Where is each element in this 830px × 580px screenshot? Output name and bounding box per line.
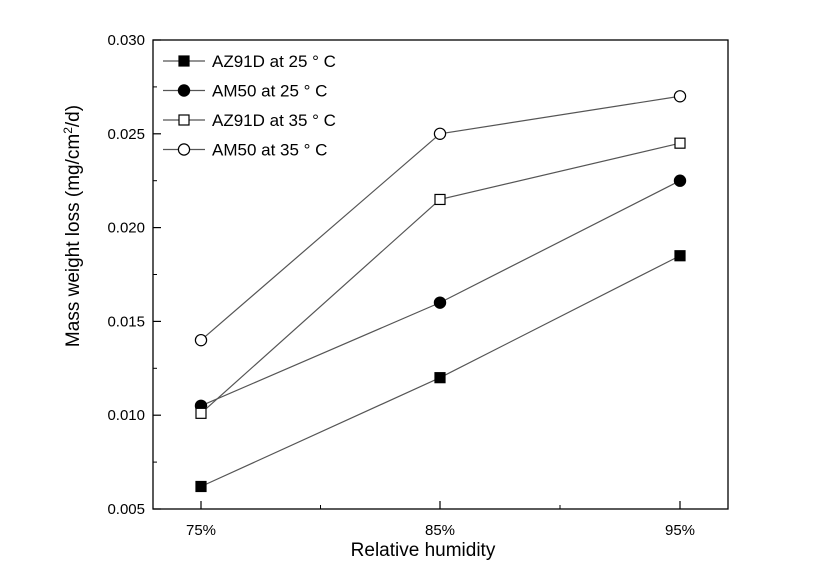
legend: AZ91D at 25 ° C AM50 at 25 ° C AZ91D at 35… [163, 52, 336, 160]
series-line [200, 255, 681, 488]
data-point [194, 333, 208, 347]
legend-label: AZ91D at 35 ° C [212, 111, 336, 130]
series-3 [195, 137, 686, 419]
data-point [434, 193, 446, 206]
data-point [673, 174, 687, 187]
y-tick-label-0.010: 0.010 [107, 407, 145, 424]
series-1 [195, 250, 686, 493]
y-tick-label-0.030: 0.030 [107, 32, 145, 49]
data-point [195, 407, 207, 419]
legend-marker [178, 114, 190, 126]
axes: 0.005 0.010 0.015 0.020 0.025 0.030 75% 85% 95% [107, 32, 695, 539]
series-line [200, 180, 681, 407]
y-tick-label-0.025: 0.025 [107, 126, 145, 143]
data-point [673, 90, 687, 103]
legend-item-4: AM50 at 35 ° C [163, 141, 327, 160]
data-point [674, 250, 686, 262]
legend-label: AZ91D at 25 ° C [212, 52, 336, 71]
data-point [433, 296, 447, 309]
legend-marker [177, 84, 191, 97]
y-axis-title-suffix: /d) [63, 105, 84, 127]
legend-item-2: AM50 at 25 ° C [163, 82, 327, 101]
x-tick-label-95%: 95% [665, 522, 695, 539]
data-point [195, 480, 207, 493]
x-axis-title: Relative humidity [351, 540, 496, 561]
legend-item-1: AZ91D at 25 ° C [163, 52, 336, 71]
x-tick-label-85%: 85% [425, 522, 455, 539]
legend-label: AM50 at 25 ° C [212, 82, 327, 101]
series-4 [194, 90, 687, 347]
y-tick-label-0.020: 0.020 [107, 220, 145, 237]
x-tick-label-75%: 75% [186, 522, 216, 539]
legend-label: AM50 at 35 ° C [212, 141, 327, 160]
legend-marker [178, 55, 190, 67]
y-axis-title-main: Mass weight loss (mg/cm [63, 134, 84, 347]
y-tick-label-0.015: 0.015 [107, 313, 145, 330]
data-point [434, 372, 446, 384]
data-point [674, 137, 686, 149]
y-tick-label-0.005: 0.005 [107, 501, 145, 518]
series-layer [194, 90, 687, 493]
y-axis-title: Mass weight loss (mg/cm2/d) [61, 105, 84, 347]
data-point [433, 127, 447, 140]
legend-marker [177, 143, 191, 156]
legend-item-3: AZ91D at 35 ° C [163, 111, 336, 130]
y-axis-title-superscript: 2 [61, 127, 75, 134]
